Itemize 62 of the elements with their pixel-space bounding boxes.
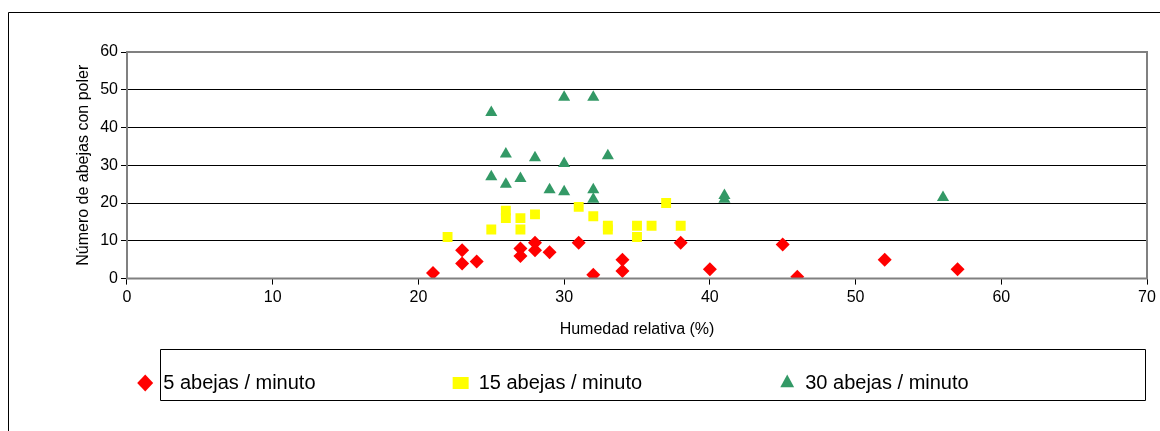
y-axis-title: Número de abejas con poler — [74, 64, 92, 266]
point — [588, 211, 599, 222]
x-tick-label: 60 — [992, 287, 1011, 305]
legend-label: 5 abejas / minuto — [163, 370, 427, 393]
point — [528, 150, 542, 162]
point — [587, 90, 600, 101]
point — [558, 184, 571, 196]
point — [500, 213, 511, 224]
y-tick-label: 30 — [100, 155, 119, 173]
point — [455, 256, 470, 271]
x-tick-label: 30 — [555, 287, 574, 305]
point — [515, 224, 526, 235]
point — [499, 146, 512, 158]
point — [543, 182, 556, 194]
y-tick-label: 60 — [100, 42, 119, 60]
y-tick-label: 20 — [100, 193, 119, 211]
point — [455, 243, 470, 258]
point — [632, 220, 642, 231]
point — [675, 220, 686, 231]
point — [632, 232, 642, 243]
point — [702, 262, 717, 277]
x-axis-title: Humedad relativa (%) — [559, 319, 715, 337]
point — [558, 90, 571, 101]
y-tick-label: 50 — [100, 80, 119, 98]
x-tick-label: 10 — [263, 287, 282, 305]
point — [673, 235, 688, 250]
legend-label: 30 abejas / minuto — [805, 370, 1080, 393]
point — [558, 156, 571, 167]
point — [530, 209, 540, 220]
point — [486, 224, 497, 235]
point — [573, 201, 584, 212]
point — [775, 237, 790, 252]
point — [485, 105, 498, 116]
point — [485, 169, 498, 181]
point — [426, 265, 440, 279]
y-tick-label: 40 — [100, 117, 119, 135]
x-tick-label: 20 — [409, 287, 428, 305]
point — [615, 252, 630, 267]
point — [442, 232, 453, 243]
point — [571, 235, 586, 250]
point — [601, 148, 614, 160]
x-tick-label: 40 — [700, 287, 719, 305]
point — [587, 192, 600, 203]
point — [514, 171, 527, 183]
point — [587, 182, 600, 194]
point — [499, 177, 512, 188]
point — [661, 198, 672, 209]
x-tick-label: 0 — [122, 287, 132, 305]
point — [646, 220, 657, 231]
x-tick-label: 70 — [1138, 287, 1156, 305]
y-tick-label: 0 — [109, 269, 119, 287]
point — [936, 190, 950, 201]
point — [515, 213, 526, 224]
point — [542, 245, 557, 260]
point — [877, 252, 892, 267]
point — [950, 262, 965, 277]
point — [469, 254, 484, 269]
x-tick-label: 50 — [846, 287, 865, 305]
y-tick-label: 10 — [100, 231, 119, 249]
point — [615, 264, 630, 279]
legend-label: 15 abejas / minuto — [478, 370, 754, 393]
point — [602, 220, 613, 231]
